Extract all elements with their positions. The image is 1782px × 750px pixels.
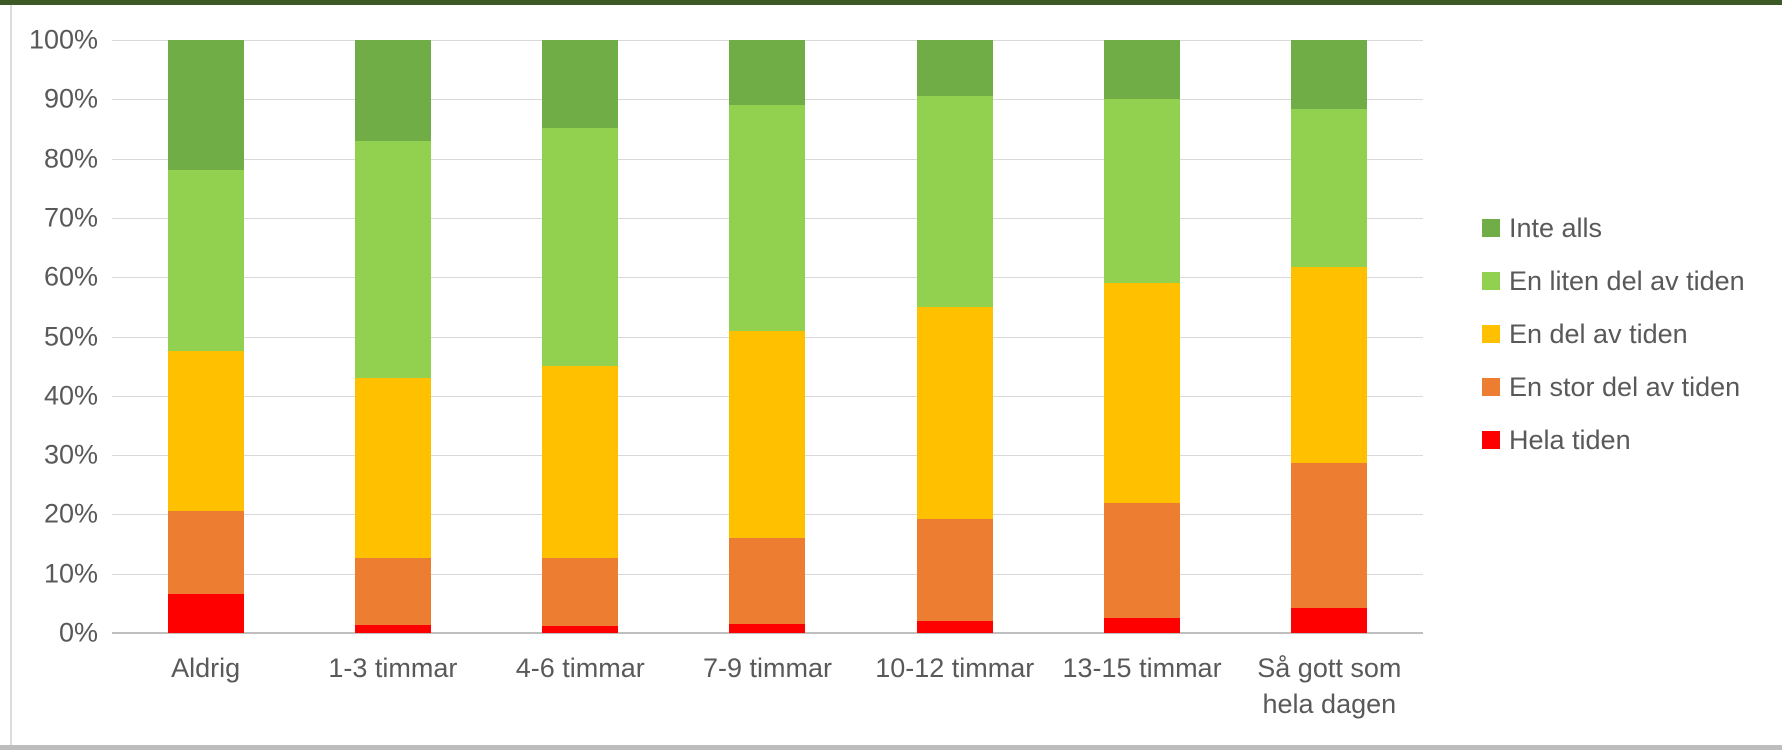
bar-segment <box>167 511 244 595</box>
legend-swatch-icon <box>1482 378 1500 396</box>
legend-item: Inte alls <box>1482 210 1745 246</box>
legend-label: Inte alls <box>1509 212 1603 243</box>
y-axis-label: 60% <box>43 261 98 292</box>
bars-layer <box>112 40 1423 633</box>
legend-item: En liten del av tiden <box>1482 263 1745 299</box>
bar-segment <box>167 40 244 171</box>
y-axis-label: 50% <box>43 321 98 351</box>
y-axis-label: 40% <box>43 380 98 411</box>
bar-13-15 timmar <box>1104 40 1181 633</box>
legend-swatch-icon <box>1482 325 1500 343</box>
frame-top-border <box>0 0 1782 5</box>
legend-label: En del av tiden <box>1509 318 1688 349</box>
frame-left-border <box>10 5 12 745</box>
bar-segment <box>542 366 619 559</box>
bar-segment <box>354 557 431 625</box>
bar-slot <box>487 40 674 633</box>
bar-segment <box>1291 463 1368 608</box>
bar-segment <box>167 351 244 512</box>
x-axis: Aldrig 1-3 timmar 4-6 timmar 7-9 timmar 10-1… <box>112 650 1423 723</box>
bar-segment <box>354 624 431 633</box>
bar-segment <box>354 40 431 141</box>
legend-item: Hela tiden <box>1482 422 1745 458</box>
bar-segment <box>729 105 806 331</box>
x-axis-label: Så gott som hela dagen <box>1257 653 1402 720</box>
bar-segment <box>542 626 619 633</box>
bar-segment <box>1104 40 1181 100</box>
frame-bottom-border <box>0 745 1782 750</box>
bar-10-12 timmar <box>916 40 993 633</box>
y-axis-label: 80% <box>43 143 98 174</box>
bar-segment <box>1291 607 1368 633</box>
legend-swatch-icon <box>1482 219 1500 237</box>
y-axis-label: 100% <box>28 24 98 55</box>
bar-segment <box>729 330 806 539</box>
bar-slot <box>674 40 861 633</box>
bar-segment <box>916 40 993 97</box>
x-axis-label: 1-3 timmar <box>328 653 458 683</box>
bar-segment <box>916 621 993 633</box>
legend-label: En liten del av tiden <box>1509 265 1745 296</box>
bar-Så gott som hela dagen <box>1291 40 1368 633</box>
plot-area <box>112 40 1423 634</box>
bar-slot <box>1236 40 1423 633</box>
legend: Inte alls En liten del av tiden En del av … <box>1482 210 1745 475</box>
bar-segment <box>729 624 806 633</box>
x-axis-line <box>112 632 1423 634</box>
bar-segment <box>167 594 244 633</box>
bar-7-9 timmar <box>729 40 806 633</box>
legend-item: En stor del av tiden <box>1482 369 1745 405</box>
bar-4-6 timmar <box>542 40 619 633</box>
y-axis-label: 70% <box>43 202 98 233</box>
bar-slot <box>1048 40 1235 633</box>
bar-segment <box>354 378 431 558</box>
legend-item: En del av tiden <box>1482 316 1745 352</box>
bar-segment <box>1104 283 1181 503</box>
legend-swatch-icon <box>1482 431 1500 449</box>
legend-swatch-icon <box>1482 272 1500 290</box>
bar-segment <box>729 40 806 106</box>
bar-segment <box>1104 502 1181 618</box>
bar-segment <box>729 538 806 625</box>
y-axis-label: 0% <box>58 617 98 648</box>
y-axis-label: 30% <box>43 439 98 470</box>
x-axis-label: 10-12 timmar <box>875 653 1035 683</box>
bar-segment <box>542 127 619 367</box>
bar-segment <box>354 140 431 379</box>
bar-Aldrig <box>167 40 244 633</box>
legend-label: En stor del av tiden <box>1509 371 1741 402</box>
x-axis-label: Aldrig <box>171 653 241 683</box>
bar-slot <box>299 40 486 633</box>
bar-slot <box>112 40 299 633</box>
bar-segment <box>167 170 244 352</box>
bar-segment <box>1104 617 1181 633</box>
bar-segment <box>916 306 993 519</box>
x-axis-label: 13-15 timmar <box>1062 653 1222 683</box>
bar-segment <box>916 518 993 622</box>
x-axis-label: 7-9 timmar <box>702 653 832 683</box>
bar-segment <box>542 558 619 627</box>
bar-segment <box>1104 99 1181 284</box>
bar-segment <box>1291 267 1368 464</box>
bar-segment <box>916 96 993 307</box>
bar-1-3 timmar <box>354 40 431 633</box>
bar-segment <box>542 40 619 128</box>
y-axis-label: 20% <box>43 498 98 529</box>
y-axis-label: 10% <box>43 558 98 589</box>
bar-slot <box>861 40 1048 633</box>
legend-label: Hela tiden <box>1509 424 1631 455</box>
bar-segment <box>1291 109 1368 268</box>
bar-segment <box>1291 40 1368 110</box>
y-axis: 0% 10% 20% 30% 40% 50% 60% 70% 80% 90% 100% <box>0 0 98 750</box>
x-axis-label: 4-6 timmar <box>515 653 645 683</box>
y-axis-label: 90% <box>43 83 98 114</box>
